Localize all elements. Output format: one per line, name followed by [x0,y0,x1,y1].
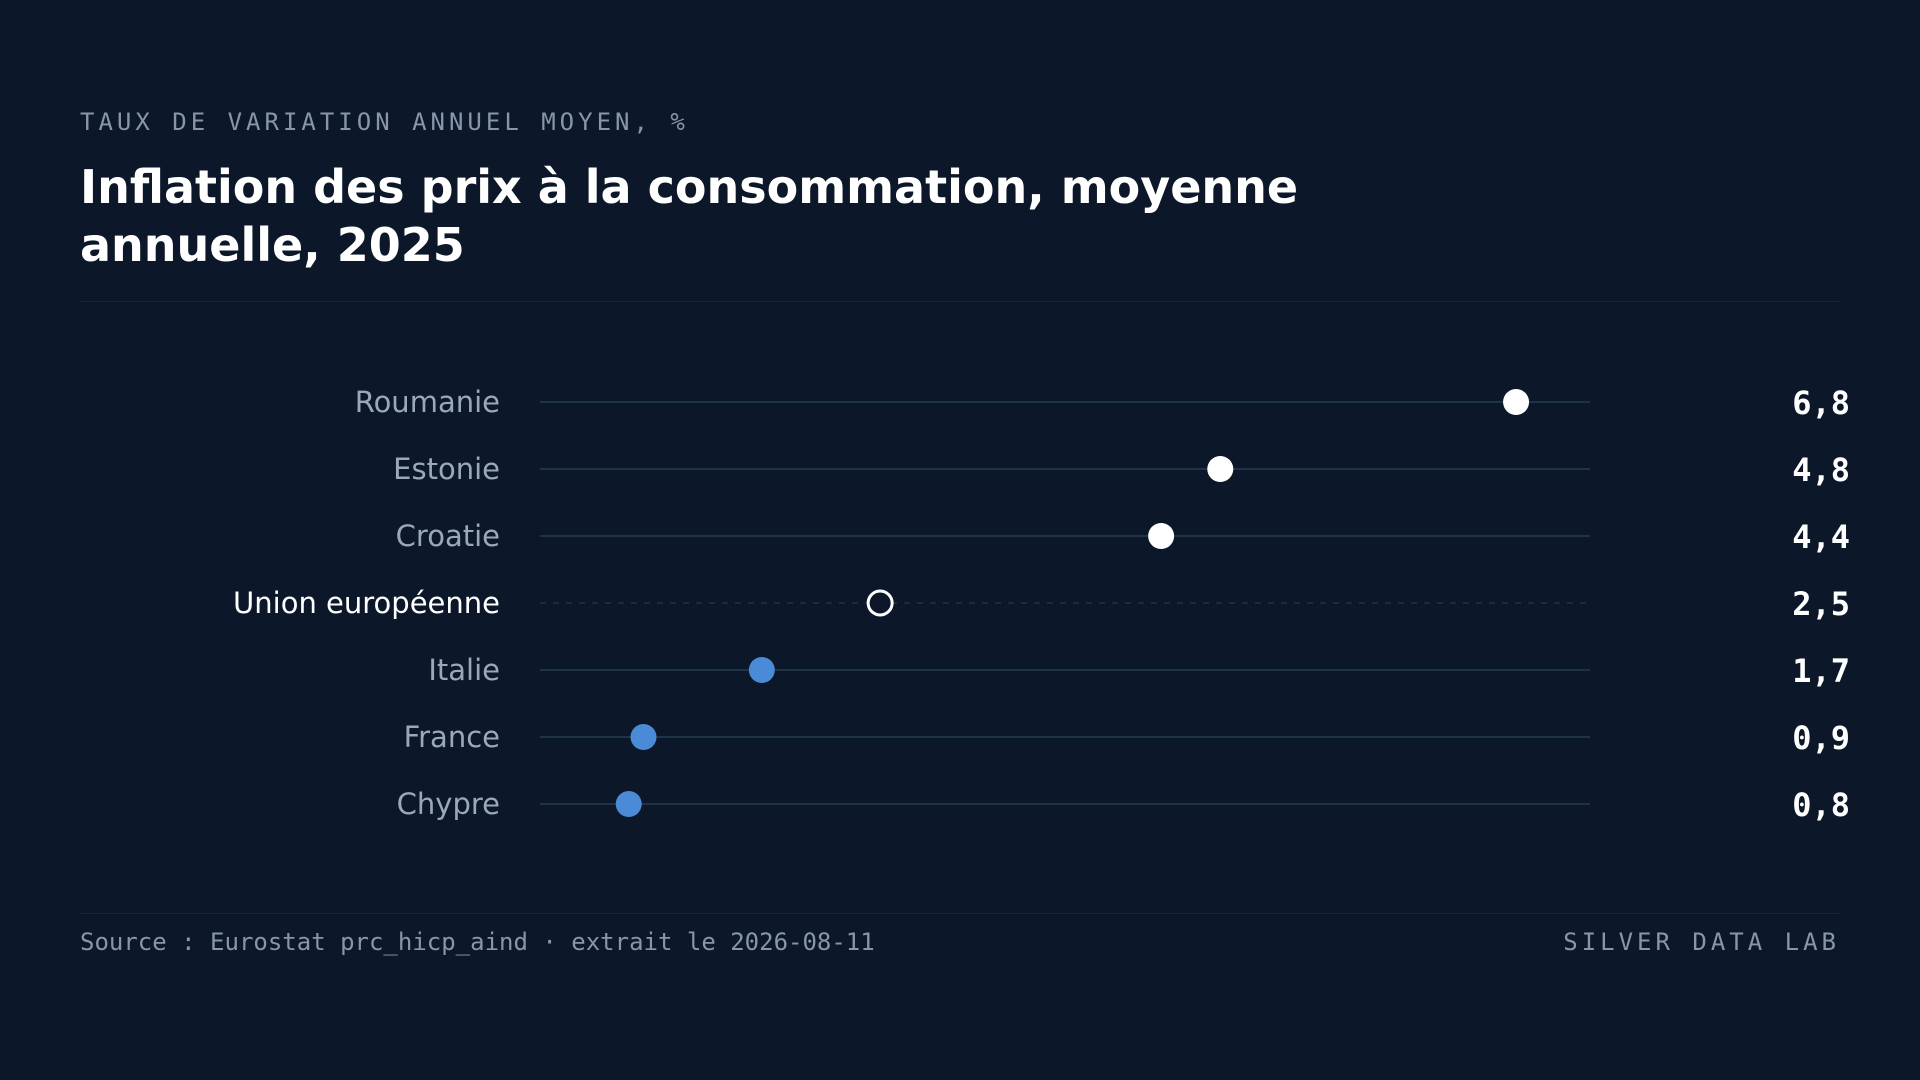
header-divider [80,301,1840,302]
row-label-croatie: Croatie [396,519,500,553]
dot-croatie [1148,523,1175,549]
row-label-chypre: Chypre [397,787,500,821]
chart-eyebrow: TAUX DE VARIATION ANNUEL MOYEN, % [80,108,689,136]
value-label-italie: 1,7 [1792,652,1850,690]
chart-title: Inflation des prix à la consommation, mo… [80,160,1299,272]
dot-italie [748,657,775,683]
value-label-france: 0,9 [1792,719,1850,757]
dot-roumanie [1503,389,1530,415]
value-label-croatie: 4,4 [1792,518,1850,556]
dot-france [630,724,657,750]
source-note: Source : Eurostat prc_hicp_aind · extrai… [80,928,875,956]
footer-divider [80,913,1840,914]
row-label-union-europeenne: Union européenne [233,586,500,620]
row-label-roumanie: Roumanie [355,385,500,419]
dot-union-europeenne [866,589,894,617]
row-label-italie: Italie [428,653,500,687]
row-label-estonie: Estonie [393,452,500,486]
value-label-estonie: 4,8 [1792,451,1850,489]
row-label-france: France [404,720,500,754]
brand-label: SILVER DATA LAB [1563,928,1840,956]
value-label-union-europeenne: 2,5 [1792,585,1850,623]
dot-chypre [615,791,642,817]
dot-chart: Roumanie 6,8 Estonie 4,8 Croatie 4,4 Union eur… [233,384,1850,824]
value-label-roumanie: 6,8 [1792,384,1850,422]
dot-estonie [1207,456,1234,482]
value-label-chypre: 0,8 [1792,786,1850,824]
